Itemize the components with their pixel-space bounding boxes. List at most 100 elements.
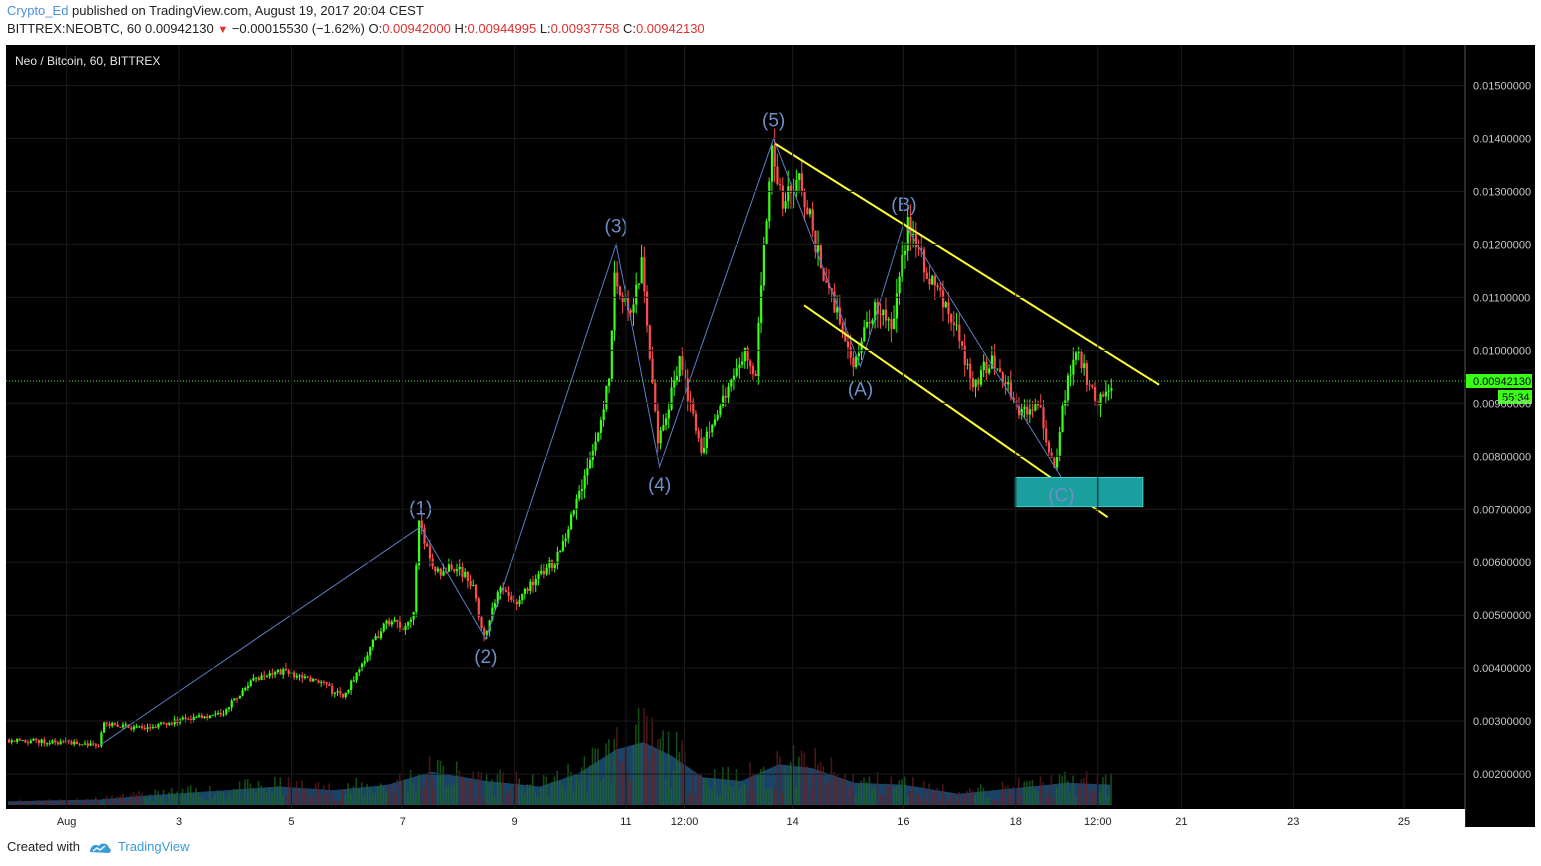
volume-bar	[366, 784, 368, 805]
volume-bar	[770, 787, 773, 805]
volume-bar	[830, 757, 833, 805]
candle-body	[502, 587, 505, 591]
x-tick-label: 11	[620, 816, 631, 828]
volume-bar	[336, 800, 339, 805]
volume-bar	[681, 740, 683, 805]
volume-bar	[385, 791, 387, 805]
y-tick-label: 0.00800000	[1473, 451, 1531, 463]
volume-bar	[814, 748, 816, 805]
volume-bar	[312, 797, 314, 805]
wave-label[interactable]: (2)	[474, 647, 497, 668]
volume-bar	[654, 752, 656, 805]
candle-body	[906, 217, 909, 251]
volume-bar	[917, 793, 920, 805]
x-tick-label: 21	[1175, 816, 1187, 828]
volume-bar	[618, 760, 621, 805]
volume-bar	[1020, 794, 1023, 805]
volume-bar	[149, 794, 151, 805]
candle-body	[1094, 387, 1097, 401]
volume-bar	[301, 780, 303, 805]
volume-bar	[1023, 781, 1026, 805]
volume-bar	[287, 777, 290, 805]
candle-body	[458, 566, 461, 570]
candle-body	[871, 320, 874, 324]
volume-bar	[673, 770, 675, 805]
volume-bar	[762, 766, 765, 805]
volume-bar	[206, 800, 208, 805]
candle-body	[100, 732, 103, 747]
volume-bar	[792, 745, 795, 805]
target-zone-box[interactable]	[1014, 476, 1144, 508]
channel-upper-line[interactable]	[774, 142, 1160, 386]
wave-label[interactable]: (B)	[891, 195, 916, 216]
volume-bar	[369, 787, 371, 805]
volume-bar	[960, 797, 963, 805]
volume-bar	[806, 765, 808, 805]
volume-bar	[483, 797, 485, 805]
volume-bar	[119, 795, 121, 805]
volume-bar	[168, 792, 170, 805]
wave-label[interactable]: (C)	[1048, 485, 1074, 506]
volume-bar	[857, 784, 860, 805]
down-arrow-icon: ▼	[217, 24, 229, 36]
candle-body	[407, 621, 410, 626]
candle-body	[874, 302, 877, 321]
elliott-wave-path[interactable]	[100, 136, 1062, 746]
volume-bar	[73, 801, 75, 805]
candle-body	[1088, 384, 1091, 386]
candle-body	[890, 319, 893, 329]
volume-bar	[233, 788, 235, 805]
ohlc-line: BITTREX:NEOBTC, 60 0.00942130 ▼ −0.00015…	[7, 21, 705, 36]
candle-body	[567, 529, 570, 539]
x-tick-label: 23	[1287, 816, 1299, 828]
volume-bar	[613, 738, 616, 805]
candle-body	[436, 568, 440, 572]
volume-bar	[339, 799, 341, 805]
volume-bar	[493, 797, 496, 805]
candle-body	[895, 293, 899, 319]
candle-body	[789, 186, 793, 193]
volume-bar	[990, 800, 993, 805]
candle-body	[412, 611, 415, 620]
y-tick-label: 0.01100000	[1473, 292, 1530, 304]
candle-body	[154, 726, 157, 728]
tradingview-link[interactable]: TradingView	[117, 839, 190, 854]
volume-bar	[379, 783, 382, 805]
candle-body	[51, 740, 54, 744]
candle-body	[18, 738, 22, 741]
volume-bar	[458, 770, 461, 805]
volume-bar	[255, 791, 257, 805]
volume-bar	[580, 767, 583, 805]
volume-bar	[510, 788, 512, 805]
candle-body	[768, 181, 771, 222]
volume-bar	[512, 785, 515, 805]
wave-label[interactable]: (A)	[848, 380, 873, 401]
candle-body	[1001, 372, 1004, 382]
volume-bar	[347, 783, 349, 805]
volume-bar	[407, 789, 409, 805]
volume-bar	[279, 777, 282, 805]
volume-bar	[344, 794, 347, 805]
volume-bar	[1012, 786, 1015, 805]
candle-body	[293, 672, 296, 678]
chart-title: Neo / Bitcoin, 60, BITTREX	[15, 54, 160, 68]
candle-body	[732, 375, 736, 380]
x-tick-label: 7	[400, 816, 406, 828]
volume-bar	[969, 787, 971, 805]
volume-bar	[974, 795, 977, 805]
author-link[interactable]: Crypto_Ed	[7, 3, 69, 18]
candle-body	[396, 619, 399, 622]
wave-label[interactable]: (4)	[648, 475, 671, 496]
candle-body	[469, 580, 472, 587]
volume-bar	[551, 781, 553, 805]
wave-label[interactable]: (3)	[605, 216, 628, 237]
volume-bar	[165, 801, 168, 805]
wave-label[interactable]: (5)	[762, 110, 785, 131]
volume-bar	[599, 782, 602, 805]
candle-body	[597, 432, 600, 442]
candle-body	[955, 324, 958, 326]
candle-body	[244, 687, 247, 691]
candle-body	[92, 743, 95, 745]
volume-bar	[70, 802, 73, 805]
